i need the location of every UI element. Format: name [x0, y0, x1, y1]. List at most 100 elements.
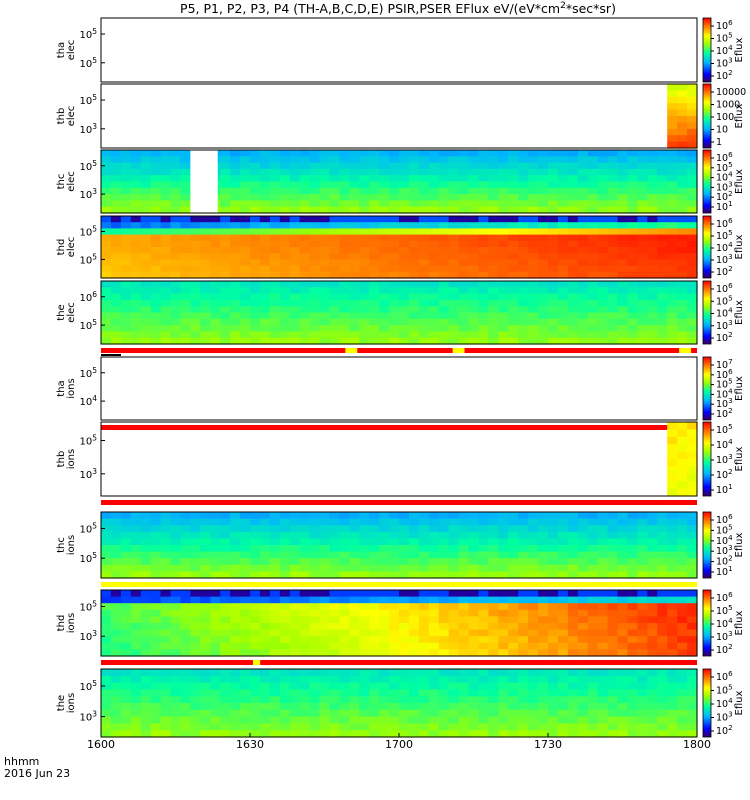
heatmap-cell: [528, 603, 539, 611]
heatmap-cell: [349, 518, 360, 526]
heatmap-cell: [250, 222, 261, 229]
heatmap-cell: [180, 629, 191, 637]
heatmap-cell: [567, 629, 579, 637]
heatmap-cell: [528, 206, 539, 214]
heatmap-cell: [220, 689, 231, 697]
heatmap-cell: [130, 318, 142, 326]
heatmap-cell: [160, 629, 172, 637]
heatmap-cell: [309, 558, 321, 566]
status-bar-fill: [101, 582, 697, 587]
heatmap-cell: [498, 240, 509, 248]
heatmap-cell: [240, 318, 251, 326]
heatmap-cell: [488, 325, 499, 332]
heatmap-cell: [458, 337, 470, 345]
heatmap-cell: [329, 240, 340, 248]
heatmap-cell: [637, 723, 648, 731]
heatmap-cell: [369, 222, 380, 229]
heatmap-cell: [468, 194, 480, 201]
heatmap-cell: [587, 571, 599, 579]
heatmap-cell: [617, 571, 629, 579]
heatmap-cell: [289, 222, 301, 229]
colorbar-tick-label: 103: [716, 710, 733, 724]
panel-label-probe: tha: [56, 380, 67, 396]
heatmap-cell: [190, 723, 201, 731]
heatmap-cell: [289, 696, 301, 704]
heatmap-cell: [399, 564, 410, 572]
heatmap-cell: [677, 109, 688, 117]
heatmap-cell: [567, 703, 579, 711]
heatmap-cell: [379, 150, 390, 157]
heatmap-cell: [250, 596, 261, 604]
heatmap-cell: [657, 318, 668, 326]
heatmap-cell: [329, 293, 340, 301]
heatmap-cell: [408, 150, 420, 157]
heatmap-cell: [687, 551, 698, 559]
heatmap-cell: [339, 253, 350, 260]
heatmap-cell: [508, 603, 519, 611]
heatmap-cell: [120, 306, 132, 314]
heatmap-cell: [329, 175, 340, 183]
heatmap-cell: [230, 609, 241, 617]
heatmap-cell: [448, 306, 460, 314]
heatmap-cell: [657, 253, 668, 260]
heatmap-cell: [538, 603, 549, 611]
heatmap-cell: [289, 265, 301, 273]
heatmap-cell: [637, 518, 648, 526]
heatmap-cell: [617, 709, 629, 718]
heatmap-cell: [577, 525, 589, 533]
heatmap-cell: [160, 206, 172, 214]
heatmap-cell: [677, 90, 688, 98]
heatmap-cell: [240, 596, 251, 604]
heatmap-cell: [309, 247, 321, 254]
heatmap-cell: [687, 512, 698, 520]
heatmap-cell: [567, 558, 579, 566]
heatmap-cell: [538, 194, 549, 201]
heatmap-cell: [667, 84, 678, 91]
heatmap-cell: [250, 512, 261, 520]
x-axis-ticks: 1600 1630 1700 1730 1800: [87, 733, 711, 751]
heatmap-cell: [339, 281, 350, 288]
heatmap-cell: [379, 730, 390, 738]
heatmap-cell: [657, 669, 668, 677]
heatmap-cell: [289, 538, 301, 546]
heatmap-cell: [657, 558, 668, 566]
heatmap-cell: [538, 571, 549, 579]
heatmap-cell: [120, 240, 132, 248]
heatmap-cell: [488, 538, 499, 546]
heatmap-cell: [369, 723, 380, 731]
heatmap-cell: [478, 175, 489, 183]
heatmap-cell: [627, 603, 638, 611]
heatmap-cell: [538, 525, 549, 533]
heatmap-cell: [170, 206, 182, 214]
heatmap-cell: [418, 259, 430, 267]
heatmap-cell: [548, 168, 559, 176]
heatmap-cell: [418, 240, 430, 248]
heatmap-cell: [667, 162, 678, 170]
heatmap-cell: [567, 306, 579, 314]
heatmap-cell: [110, 299, 122, 307]
heatmap-cell: [210, 696, 221, 704]
heatmap-cell: [250, 518, 261, 526]
heatmap-cell: [349, 156, 360, 164]
heatmap-cell: [597, 538, 609, 546]
heatmap-cell: [190, 538, 201, 546]
heatmap-cell: [617, 234, 629, 242]
heatmap-cell: [101, 150, 112, 157]
heatmap-cell: [687, 629, 698, 637]
heatmap-cell: [289, 259, 301, 267]
heatmap-cell: [657, 682, 668, 690]
heatmap-cell: [299, 271, 311, 279]
heatmap-cell: [140, 571, 152, 579]
heatmap-cell: [508, 525, 519, 533]
heatmap-cell: [170, 636, 182, 644]
heatmap-cell: [438, 271, 450, 279]
heatmap-cell: [180, 200, 191, 208]
heatmap-cell: [687, 696, 698, 704]
heatmap-cell: [279, 629, 291, 637]
heatmap-cell: [309, 603, 321, 611]
heatmap-cell: [567, 649, 579, 657]
heatmap-cell: [250, 525, 261, 533]
colorbar-tick-label: 103: [716, 252, 733, 266]
heatmap-cell: [349, 293, 360, 301]
heatmap-cell: [399, 596, 410, 604]
